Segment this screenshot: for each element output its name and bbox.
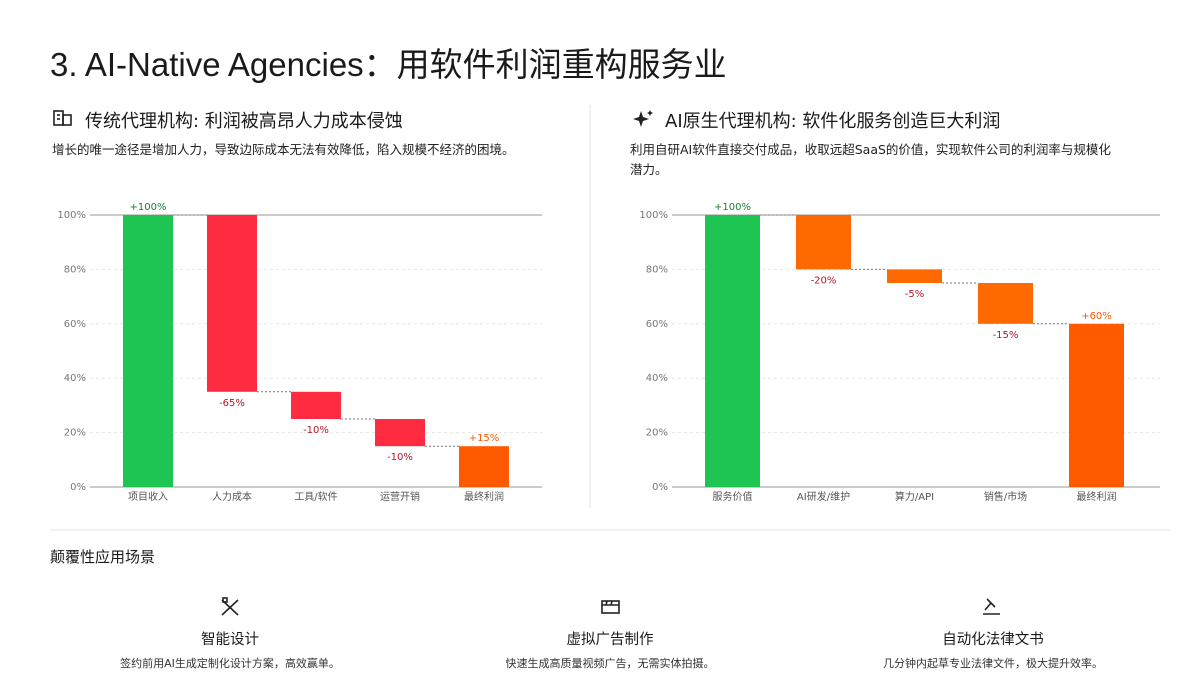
value-label: +100%: [714, 202, 751, 213]
chart-title: AI原生代理机构: 软件化服务创造巨大利润: [665, 111, 1001, 132]
y-tick-label: 80%: [64, 264, 86, 275]
y-tick-label: 20%: [64, 428, 86, 439]
x-tick-label: 最终利润: [1077, 490, 1117, 503]
bar: [796, 215, 851, 270]
chart-subtitle: 增长的唯一途径是增加人力，导致边际成本无法有效降低，陷入规模不经济的困境。: [52, 142, 515, 157]
value-label: -10%: [387, 452, 413, 463]
y-tick-label: 0%: [70, 482, 86, 493]
value-label: -15%: [993, 330, 1019, 341]
value-label: +15%: [469, 433, 500, 444]
x-tick-label: 最终利润: [464, 490, 504, 503]
y-tick-label: 0%: [652, 482, 668, 493]
slide-title: 3. AI-Native Agencies：用软件利润重构服务业: [50, 46, 727, 83]
design-icon: [221, 597, 239, 616]
gavel-icon: [983, 598, 1000, 615]
scenario-title: 智能设计: [201, 632, 259, 648]
scenario-text: 签约前用AI生成定制化设计方案，高效赢单。: [120, 657, 340, 670]
bar: [207, 215, 257, 392]
y-tick-label: 60%: [646, 319, 668, 330]
x-tick-label: 算力/API: [895, 490, 934, 503]
x-tick-label: 服务价值: [713, 490, 753, 503]
y-tick-label: 40%: [64, 373, 86, 384]
value-label: -10%: [303, 425, 329, 436]
x-tick-label: 项目收入: [128, 490, 168, 503]
bar: [459, 446, 509, 487]
y-tick-label: 100%: [639, 210, 668, 221]
value-label: -5%: [905, 289, 924, 300]
y-tick-label: 60%: [64, 319, 86, 330]
section-title: 颠覆性应用场景: [50, 548, 156, 566]
x-tick-label: 人力成本: [212, 490, 252, 503]
value-label: -20%: [811, 275, 837, 286]
scenario-title: 自动化法律文书: [942, 632, 1044, 648]
bar: [978, 283, 1033, 324]
chart-title: 传统代理机构: 利润被高昂人力成本侵蚀: [85, 111, 403, 132]
bar: [123, 215, 173, 487]
bar: [705, 215, 760, 487]
sparkle-icon: [633, 110, 653, 127]
scenario-text: 快速生成高质量视频广告，无需实体拍摄。: [505, 657, 715, 670]
bar: [375, 419, 425, 447]
y-tick-label: 20%: [646, 428, 668, 439]
x-tick-label: 运营开销: [380, 490, 420, 503]
chart-subtitle: 利用自研AI软件直接交付成品，收取远超SaaS的价值，实现软件公司的利润率与规模…: [630, 142, 1111, 177]
y-tick-label: 100%: [57, 210, 86, 221]
bar: [887, 269, 942, 283]
bar: [291, 391, 341, 419]
clapper-icon: [601, 600, 620, 614]
value-label: +60%: [1081, 311, 1112, 322]
building-icon: [53, 110, 72, 126]
scenario-title: 虚拟广告制作: [566, 632, 654, 648]
x-tick-label: AI研发/维护: [797, 490, 850, 503]
x-tick-label: 工具/软件: [294, 490, 337, 503]
y-tick-label: 80%: [646, 264, 668, 275]
bar: [1069, 323, 1124, 487]
value-label: +100%: [130, 202, 167, 213]
x-tick-label: 销售/市场: [984, 490, 1027, 503]
scenario-text: 几分钟内起草专业法律文件，极大提升效率。: [883, 657, 1103, 670]
value-label: -65%: [219, 398, 245, 409]
y-tick-label: 40%: [646, 373, 668, 384]
